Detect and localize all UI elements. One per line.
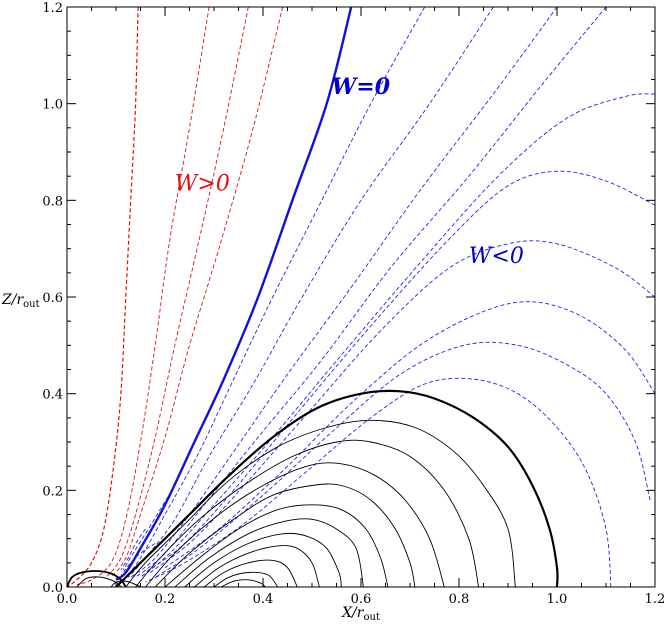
series-line-W0-11: [150, 240, 655, 573]
x-tick-label: 0.8: [449, 592, 470, 607]
series-line-inner-32: [110, 580, 141, 587]
series-line-W0-12: [164, 301, 655, 569]
tick-layer: 0.0 0.2 0.4 0.6 0.8 1.0 1.2 0.0 0.2 0.4 0.6 0.8 1.0 1…: [42, 1, 665, 607]
annotation-layer: W=0 W>0 W<0: [175, 74, 524, 269]
x-tick-label: 1.2: [645, 592, 666, 607]
series-line-closed-21: [145, 462, 445, 587]
series-line-W0-6: [127, 7, 494, 578]
series-line-W0-9: [140, 93, 655, 578]
axis-label-subscript: out: [363, 612, 379, 623]
x-tick-label: 0.6: [351, 592, 372, 607]
x-tick-label: 0.0: [57, 592, 78, 607]
series-line-closed-20: [135, 439, 480, 587]
x-tick-label: 1.0: [547, 592, 568, 607]
x-tick-label: 0.2: [155, 592, 176, 607]
y-tick-label: 0.6: [42, 291, 63, 306]
series-line-W0-0: [67, 7, 139, 587]
y-axis-label: Z/rout: [1, 292, 40, 310]
series-line-closed-25: [184, 532, 342, 587]
series-line-W0-16: [120, 528, 146, 571]
annotation-0: W=0: [332, 74, 391, 100]
series-line-W0-1: [76, 7, 210, 586]
series-line-inner-30: [67, 570, 127, 587]
series-line-closed-22: [154, 483, 416, 587]
y-tick-label: 0.2: [42, 484, 63, 499]
series-layer: [67, 7, 655, 587]
axis-label-main: X/r: [341, 605, 365, 621]
y-tick-label: 1.2: [42, 1, 63, 16]
series-line-closed-18: [115, 389, 559, 587]
series-line-closed-19: [125, 419, 516, 587]
axis-label-subscript: out: [23, 299, 39, 310]
series-line-W0-7: [130, 7, 558, 578]
series-line-W0-15: [118, 543, 156, 581]
series-line-closed-24: [174, 518, 364, 587]
series-line-W0-4: [115, 7, 353, 581]
axis-label-main: Z/r: [1, 292, 24, 308]
series-line-W0-10: [145, 170, 655, 573]
series-line-W0-8: [135, 7, 607, 578]
y-tick-label: 0.4: [42, 388, 63, 403]
series-line-closed-28: [213, 571, 279, 587]
series-line-W0-17: [122, 485, 176, 571]
annotation-1: W>0: [175, 172, 230, 197]
y-tick-label: 1.0: [42, 98, 63, 113]
series-line-W0-5: [125, 7, 426, 578]
series-line-closed-26: [194, 545, 320, 587]
series-line-W0-14: [145, 377, 612, 587]
series-line-closed-23: [164, 504, 389, 587]
x-axis-label: X/rout: [341, 605, 380, 623]
series-line-W0-2: [105, 7, 249, 578]
x-tick-label: 0.4: [253, 592, 274, 607]
annotation-2: W<0: [469, 244, 524, 269]
y-tick-label: 0.0: [42, 581, 63, 596]
y-tick-label: 0.8: [42, 194, 63, 209]
series-line-closed-27: [203, 559, 298, 587]
series-line-inner-31: [76, 576, 122, 587]
series-line-W0-3: [110, 7, 284, 578]
